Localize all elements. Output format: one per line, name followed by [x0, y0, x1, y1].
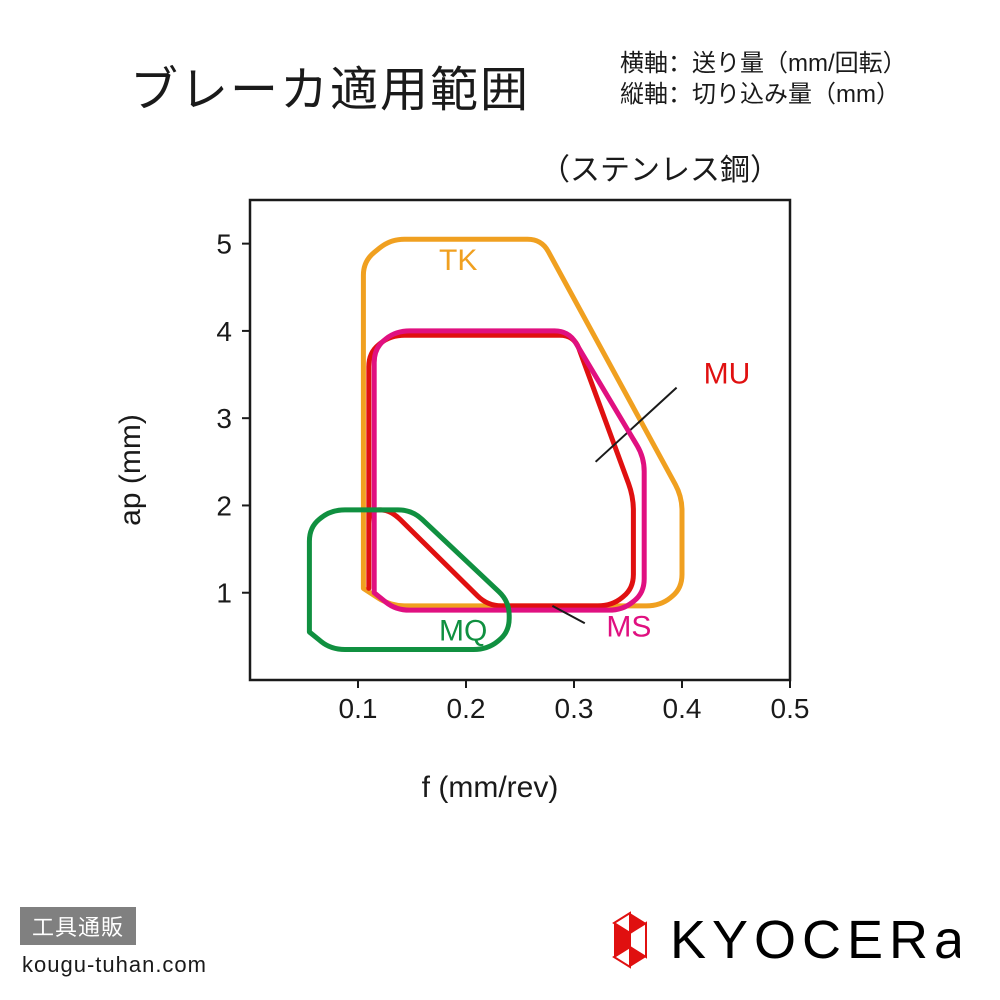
source-tag: 工具通販	[20, 907, 136, 945]
svg-text:1: 1	[216, 578, 232, 609]
axis-info-x: 横軸：送り量（mm/回転）	[620, 48, 907, 79]
svg-text:2: 2	[216, 490, 232, 521]
axis-info-y: 縦軸：切り込み量（mm）	[620, 79, 907, 110]
chart-svg: 0.1 0.2 0.3 0.4 0.5 1 2 3 4 5 TK MU MS MQ	[160, 190, 820, 750]
svg-text:4: 4	[216, 316, 232, 347]
x-axis-label: f (mm/rev)	[422, 771, 559, 805]
chart-title: ブレーカ適用範囲	[130, 50, 530, 120]
logo-mark-icon	[614, 913, 646, 967]
kyocera-logo: KYOCERa	[600, 910, 960, 970]
region-label-mq: MQ	[439, 615, 487, 648]
svg-text:0.4: 0.4	[663, 693, 702, 724]
svg-text:0.2: 0.2	[447, 693, 486, 724]
svg-text:0.1: 0.1	[339, 693, 378, 724]
svg-text:3: 3	[216, 403, 232, 434]
y-axis-label: ap (mm)	[114, 414, 148, 526]
region-label-mu: MU	[704, 357, 751, 390]
material-label: （ステンレス鋼）	[540, 145, 780, 189]
source-domain: kougu-tuhan.com	[22, 952, 207, 978]
kyocera-logo-svg: KYOCERa	[600, 910, 960, 970]
axis-description: 横軸：送り量（mm/回転） 縦軸：切り込み量（mm）	[620, 48, 907, 110]
svg-text:5: 5	[216, 229, 232, 260]
region-label-ms: MS	[606, 610, 651, 643]
logo-wordmark: KYOCERa	[670, 910, 960, 970]
svg-text:0.5: 0.5	[771, 693, 810, 724]
chart-container: 0.10.20.30.40.512345TKMUMSMQ f (mm/rev) …	[160, 190, 820, 750]
svg-text:0.3: 0.3	[555, 693, 594, 724]
region-label-tk: TK	[439, 244, 477, 277]
